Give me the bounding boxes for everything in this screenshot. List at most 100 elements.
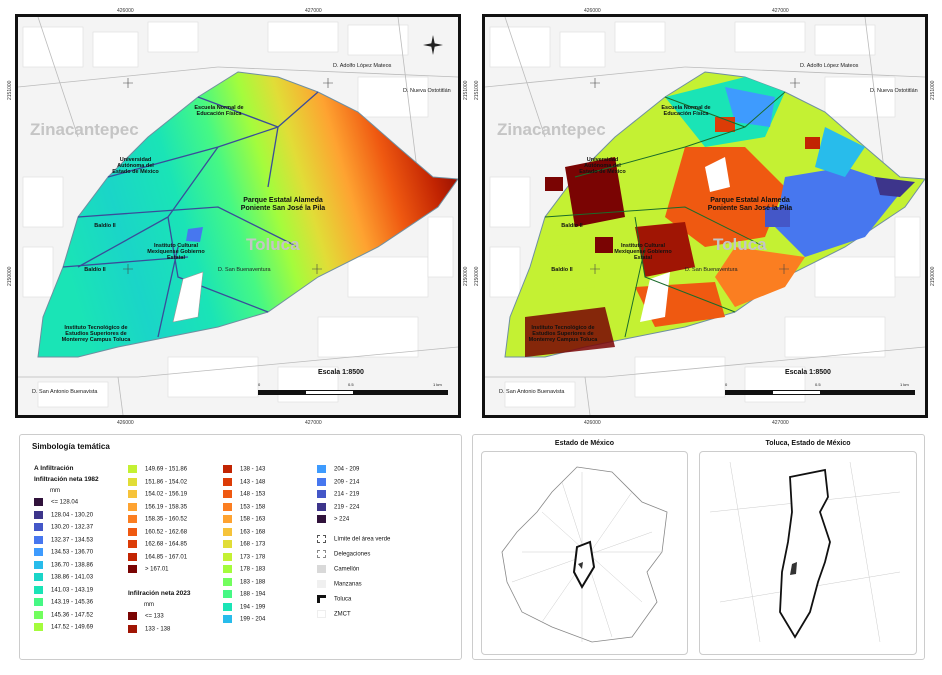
legend-item: 138.86 - 141.03 xyxy=(34,573,93,582)
legend-item: 209 - 214 xyxy=(317,477,360,487)
legend-item-label: 128.04 - 130.20 xyxy=(51,512,94,519)
legend-swatch xyxy=(34,535,43,544)
legend-item-label: > 224 xyxy=(334,516,350,523)
legend-item-label: > 167.01 xyxy=(145,566,169,573)
legend-swatch xyxy=(223,552,232,561)
coord-top-1: 426000 xyxy=(584,8,601,14)
legend-item: <= 128.04 xyxy=(34,498,78,507)
legend-item-label: 151.86 - 154.02 xyxy=(145,479,188,486)
scale-tick-1: 0.5 xyxy=(348,382,354,387)
coord-right-2: 2151000 xyxy=(930,80,936,100)
legend-swatch xyxy=(128,465,137,473)
legend-swatch xyxy=(223,527,232,536)
legend-item: 160.52 - 162.68 xyxy=(128,527,187,537)
legend-item: 156.19 - 158.35 xyxy=(128,502,188,512)
coord-left-2: 2151000 xyxy=(474,80,480,100)
legend-item-label: 214 - 219 xyxy=(334,491,360,498)
inset-left-title: Estado de México xyxy=(554,440,615,447)
legend-item: 149.69 - 151.86 xyxy=(128,465,187,474)
legend-item: 183 - 188 xyxy=(223,577,266,587)
legend-swatch xyxy=(34,573,43,581)
place-itesm: Instituto Tecnológico de Estudios Superi… xyxy=(61,325,131,343)
legend-swatch xyxy=(223,577,232,586)
street-antonio: D. San Antonio Buenavista xyxy=(499,389,565,395)
street-oxtotitlan: D. Nueva Oxtotitlán xyxy=(403,88,451,94)
legend-item: 153 - 158 xyxy=(223,502,265,512)
legend-item: > 167.01 xyxy=(128,565,169,574)
legend-swatch xyxy=(34,585,43,594)
inset-estado-mexico[interactable]: Estado de México xyxy=(481,440,688,655)
legend-swatch xyxy=(34,498,43,506)
legend-item-label: 183 - 188 xyxy=(240,579,266,586)
legend-item: 178 - 183 xyxy=(223,565,265,574)
scale-tick-0: 0 xyxy=(725,382,728,387)
street-buenaventura: D. San Buenaventura xyxy=(685,267,738,273)
legend-item: 163 - 168 xyxy=(223,527,265,537)
street-adolfo: D. Adolfo López Mateos xyxy=(333,63,392,69)
legend-item: 151.86 - 154.02 xyxy=(128,477,188,487)
legend-swatch xyxy=(223,602,232,611)
legend-item: 164.85 - 167.01 xyxy=(128,552,188,562)
legend-item-label: 209 - 214 xyxy=(334,479,360,486)
legend-item-label: 145.36 - 147.52 xyxy=(51,612,94,619)
legend-item: 154.02 - 156.19 xyxy=(128,490,187,499)
legend-item-label: 138 - 143 xyxy=(240,466,266,473)
legend-item: 219 - 224 xyxy=(317,502,359,512)
place-itesm: Instituto Tecnológico de Estudios Superi… xyxy=(528,325,598,343)
legend-item-label: 199 - 204 xyxy=(240,616,266,623)
legend-item-label: 156.19 - 158.35 xyxy=(145,504,188,511)
legend-swatch xyxy=(317,515,326,523)
park-name: Parque Estatal Alameda Poniente San José… xyxy=(240,197,326,212)
legend-item-label: 158 - 163 xyxy=(240,516,266,523)
park-name: Parque Estatal Alameda Poniente San José… xyxy=(707,197,793,212)
scale-label: Escala 1:8500 xyxy=(318,369,364,376)
legend-item-label: 141.03 - 143.19 xyxy=(51,587,94,594)
legend-swatch xyxy=(34,548,43,556)
legend-mm-2: mm xyxy=(144,602,154,608)
legend-swatch xyxy=(34,560,43,569)
legend-item: > 224 xyxy=(317,515,349,524)
town-toluca: Toluca xyxy=(246,235,300,254)
coord-right-1: 2150000 xyxy=(463,266,469,286)
place-baldio-2b: Baldío II xyxy=(84,267,106,273)
legend-swatch xyxy=(223,490,232,498)
legend-swatch xyxy=(317,465,326,473)
legend-swatch xyxy=(128,502,137,511)
legend-item-label: 133 - 138 xyxy=(145,626,171,633)
town-toluca: Toluca xyxy=(713,235,767,254)
scale-tick-0: 0 xyxy=(258,382,261,387)
place-baldio-2a: Baldío II xyxy=(94,223,116,229)
scale-tick-1: 0.5 xyxy=(815,382,821,387)
legend-title: Simbología temática xyxy=(32,442,110,451)
map-infiltration-2023[interactable]: Zinacantepec Toluca D. Adolfo López Mate… xyxy=(482,14,928,418)
legend-mm-1: mm xyxy=(50,488,60,494)
legend-item-label: 158.35 - 160.52 xyxy=(145,516,188,523)
legend-item-label: 143 - 148 xyxy=(240,479,266,486)
legend-swatch xyxy=(223,515,232,523)
map-infiltration-1982[interactable]: Zinacantepec Toluca D. Adolfo López Mate… xyxy=(15,14,461,418)
legend-swatch xyxy=(223,477,232,486)
legend-item-label: 164.85 - 167.01 xyxy=(145,554,188,561)
legend-swatch xyxy=(34,523,43,531)
map-1982-canvas xyxy=(18,17,458,415)
coord-right-1: 2150000 xyxy=(930,266,936,286)
legend-swatch xyxy=(223,502,232,511)
coord-top-2: 427000 xyxy=(305,8,322,14)
place-normal: Escuela Normal de Educación Física xyxy=(194,105,244,117)
legend-1982-label: Infiltración neta 1982 xyxy=(34,476,99,483)
legend-symbol-zmct: ZMCT xyxy=(317,610,351,619)
legend-item-label: 147.52 - 149.69 xyxy=(51,624,94,631)
legend-swatch xyxy=(317,490,326,498)
legend-item: 128.04 - 130.20 xyxy=(34,510,94,520)
legend-item-label: 204 - 209 xyxy=(334,466,360,473)
inset-panel: Estado de México Toluca, Estado de Méxic… xyxy=(472,434,925,660)
place-baldio-2b: Baldío II xyxy=(551,267,573,273)
legend-item: 130.20 - 132.37 xyxy=(34,523,93,532)
inset-toluca[interactable]: Toluca, Estado de México xyxy=(699,440,917,655)
legend-item-label: 132.37 - 134.53 xyxy=(51,537,94,544)
legend-swatch xyxy=(223,540,232,548)
legend-item: 188 - 194 xyxy=(223,590,265,599)
legend-item-label: 194 - 199 xyxy=(240,604,266,611)
legend-item-label: 188 - 194 xyxy=(240,591,266,598)
coord-bottom-1: 426000 xyxy=(584,420,601,426)
